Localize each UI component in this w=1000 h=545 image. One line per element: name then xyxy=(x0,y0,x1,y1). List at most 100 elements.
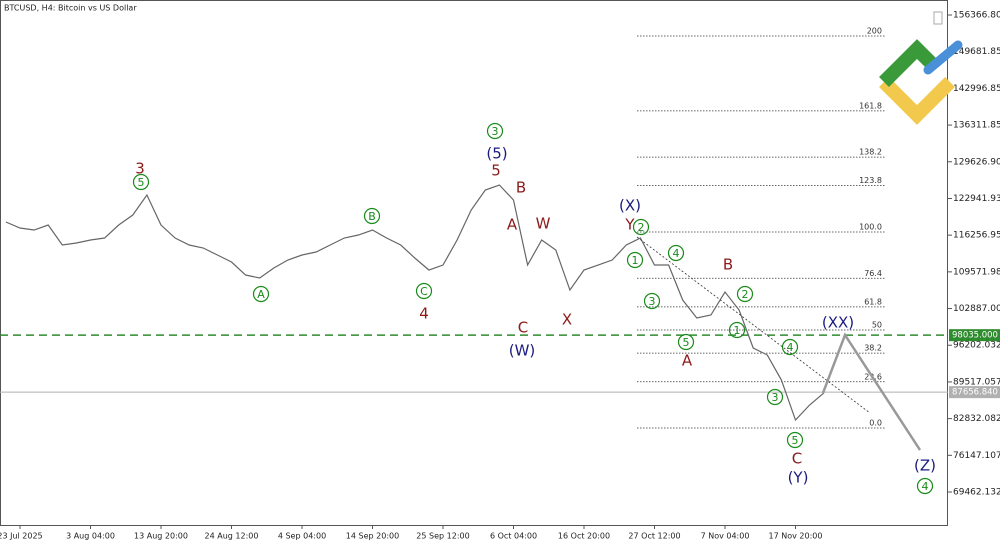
y-tick-label: 156366.807 xyxy=(953,11,1000,21)
wave-label: 5 xyxy=(491,162,501,180)
fib-label: 138.2 xyxy=(859,148,882,157)
price-label: 98035.000 xyxy=(952,331,998,341)
wave-circle xyxy=(626,251,644,269)
wave-label: 3 xyxy=(649,295,656,308)
fib-label: 50 xyxy=(872,321,882,330)
y-tick-label: 116256.957 xyxy=(953,231,1000,241)
wave-label: (Y) xyxy=(788,469,809,487)
y-tick-label: 102887.007 xyxy=(953,304,1000,314)
wave-circle xyxy=(643,292,661,310)
wave-label: 4 xyxy=(673,247,680,260)
wave-circle xyxy=(736,285,754,303)
fib-label: 0.0 xyxy=(869,419,882,428)
x-tick-label: 13 Aug 20:00 xyxy=(134,532,188,541)
wave-label: 3 xyxy=(772,391,779,404)
wave-label: 2 xyxy=(638,221,645,234)
x-tick-label: 17 Nov 20:00 xyxy=(769,532,823,541)
wave-circle xyxy=(667,244,685,262)
wave-label: (5) xyxy=(486,145,507,163)
scroll-button[interactable] xyxy=(933,11,943,25)
wave-label: C xyxy=(518,319,528,337)
fib-label: 38.2 xyxy=(864,344,882,353)
y-tick-label: 122941.934 xyxy=(953,194,1000,204)
wave-label: 1 xyxy=(632,254,639,267)
price-label-box xyxy=(949,329,1000,342)
forecast-path xyxy=(821,332,922,451)
price-label: 87656.840 xyxy=(952,388,998,398)
logo-blue xyxy=(923,40,963,75)
wave-label: 4 xyxy=(787,341,794,354)
wave-label: 1 xyxy=(734,324,741,337)
x-tick-label: 3 Aug 04:00 xyxy=(66,532,115,541)
wave-circle xyxy=(677,333,695,351)
wave-circle xyxy=(486,122,504,140)
logo-green xyxy=(879,39,940,87)
wave-label: Y xyxy=(624,216,635,234)
y-tick-label: 96202.032 xyxy=(953,341,1000,351)
plot-frame xyxy=(0,0,948,526)
x-tick-label: 7 Nov 04:00 xyxy=(701,532,750,541)
x-tick-label: 6 Oct 04:00 xyxy=(490,532,537,541)
wave-label: 2 xyxy=(742,288,749,301)
price-label-box xyxy=(949,386,1000,399)
wave-label: 5 xyxy=(792,434,799,447)
wave-label: 5 xyxy=(683,336,690,349)
fib-label: 61.8 xyxy=(864,297,882,306)
x-tick-label: 23 Jul 2025 xyxy=(0,532,43,541)
y-tick-label: 149681.853 xyxy=(953,47,1000,57)
wave-circle xyxy=(916,477,934,495)
x-tick-label: 25 Sep 12:00 xyxy=(416,532,469,541)
wave-label: (X) xyxy=(619,197,641,215)
wave-label: (Z) xyxy=(914,457,936,475)
y-tick-label: 109571.982 xyxy=(953,267,1000,277)
wave-label: B xyxy=(516,179,526,197)
trend-line xyxy=(636,236,871,414)
y-tick-label: 142996.857 xyxy=(953,84,1000,94)
wave-label: (W) xyxy=(509,342,536,360)
wave-label: 4 xyxy=(419,305,429,323)
y-tick-label: 89517.057 xyxy=(953,377,1000,387)
x-tick-label: 14 Sep 20:00 xyxy=(346,532,399,541)
logo-yellow xyxy=(879,77,955,125)
y-tick-label: 82832.082 xyxy=(953,414,1000,424)
y-tick-label: 136311.858 xyxy=(953,121,1000,131)
wave-circle xyxy=(252,285,270,303)
chart-title: BTCUSD, H4: Bitcoin vs US Dollar xyxy=(4,4,137,13)
wave-label: C xyxy=(420,285,428,298)
fib-label: 161.8 xyxy=(859,101,882,110)
fib-label: 123.8 xyxy=(859,176,882,185)
wave-label: (XX) xyxy=(822,314,854,332)
x-tick-label: 4 Sep 04:00 xyxy=(278,532,326,541)
wave-circle xyxy=(632,218,650,236)
wave-circle xyxy=(786,431,804,449)
wave-label: 3 xyxy=(135,160,145,178)
y-tick-label: 76147.107 xyxy=(953,451,1000,461)
wave-label: W xyxy=(536,215,551,233)
wave-label: A xyxy=(682,352,693,370)
wave-label: B xyxy=(723,256,733,274)
wave-circle xyxy=(363,207,381,225)
wave-label: X xyxy=(562,311,572,329)
fib-label: 100.0 xyxy=(859,223,882,232)
wave-label: A xyxy=(257,288,265,301)
wave-circle xyxy=(766,388,784,406)
fib-label: 76.4 xyxy=(864,269,882,278)
wave-label: 4 xyxy=(922,480,929,493)
y-tick-label: 69462.132 xyxy=(953,488,1000,498)
x-tick-label: 16 Oct 20:00 xyxy=(558,532,610,541)
fib-label: 200 xyxy=(867,27,882,36)
wave-label: A xyxy=(507,216,518,234)
y-tick-label: 129626.907 xyxy=(953,157,1000,167)
price-line-series xyxy=(5,184,825,422)
wave-label: 3 xyxy=(492,125,499,138)
x-tick-label: 27 Oct 12:00 xyxy=(628,532,680,541)
x-tick-label: 24 Aug 12:00 xyxy=(205,532,259,541)
wave-circle xyxy=(728,321,746,339)
wave-label: 5 xyxy=(138,176,145,189)
wave-label: C xyxy=(792,450,802,468)
wave-circle xyxy=(132,173,150,191)
wave-circle xyxy=(781,338,799,356)
wave-circle xyxy=(415,282,433,300)
wave-label: B xyxy=(368,210,376,223)
